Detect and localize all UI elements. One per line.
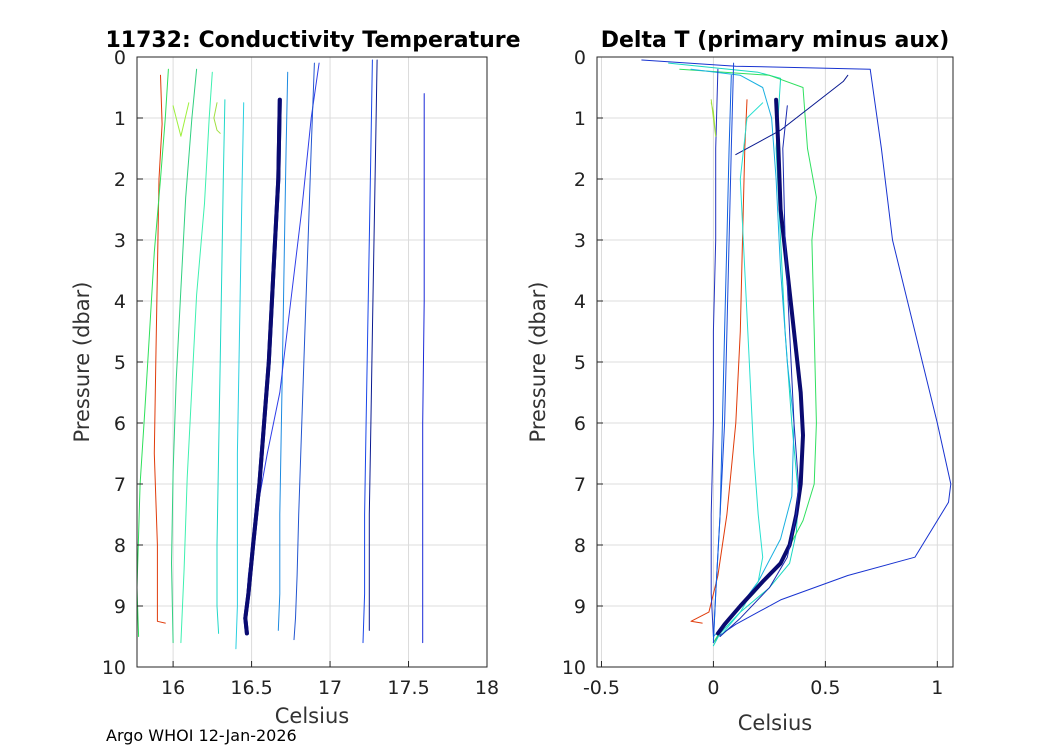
left-y-tick-label: 7 bbox=[114, 474, 126, 496]
right-y-tick-label: 6 bbox=[574, 413, 586, 435]
left-x-axis-label: Celsius bbox=[275, 704, 349, 728]
delta-t-panel: Delta T (primary minus aux) -0.5 0 0.5 1012… bbox=[526, 28, 954, 735]
right-y-tick-label: 8 bbox=[574, 535, 586, 557]
left-series-profile-7 bbox=[216, 99, 226, 634]
left-series-profile-8 bbox=[235, 102, 245, 650]
right-profiles bbox=[641, 59, 952, 647]
right-chart-title: Delta T (primary minus aux) bbox=[601, 28, 950, 53]
left-profiles bbox=[136, 59, 425, 650]
right-series-delta-6 bbox=[712, 62, 735, 644]
footer-credit: Argo WHOI 12-Jan-2026 bbox=[106, 726, 297, 745]
right-y-tick-label: 7 bbox=[574, 474, 586, 496]
left-y-axis-label: Pressure (dbar) bbox=[70, 282, 94, 443]
left-series-profile-13 bbox=[243, 97, 282, 636]
left-series-profile-2 bbox=[136, 68, 169, 637]
right-x-tick-label: 0.5 bbox=[810, 677, 840, 699]
right-x-tick-label: 1 bbox=[931, 677, 943, 699]
right-grid bbox=[597, 56, 953, 668]
right-x-tick-label: -0.5 bbox=[583, 677, 620, 699]
right-y-tick-label: 4 bbox=[574, 291, 586, 313]
right-y-tick-label: 9 bbox=[574, 596, 586, 618]
left-y-tick-label: 9 bbox=[114, 596, 126, 618]
left-x-tick-label: 17 bbox=[318, 677, 342, 699]
left-series-profile-3 bbox=[172, 102, 190, 137]
right-series-delta-12 bbox=[715, 97, 805, 636]
left-series-profile-14 bbox=[362, 59, 373, 644]
left-series-profile-6 bbox=[213, 102, 221, 134]
right-x-axis-label: Celsius bbox=[738, 711, 812, 735]
right-series-delta-1 bbox=[641, 59, 952, 644]
left-y-tick-label: 8 bbox=[114, 535, 126, 557]
left-series-profile-9 bbox=[277, 71, 289, 631]
left-x-tick-label: 16.5 bbox=[230, 677, 272, 699]
right-series-delta-11 bbox=[719, 102, 764, 637]
left-y-tick-label: 5 bbox=[114, 352, 126, 374]
right-x-tick-label: 0 bbox=[707, 677, 719, 699]
right-y-tick-label: 5 bbox=[574, 352, 586, 374]
left-series-profile-5 bbox=[180, 71, 213, 644]
left-x-tick-label: 16 bbox=[161, 677, 185, 699]
left-y-tick-label: 0 bbox=[114, 47, 126, 69]
left-y-tick-label: 3 bbox=[114, 230, 126, 252]
left-series-profile-4 bbox=[171, 68, 198, 644]
left-series-profile-11 bbox=[293, 62, 315, 641]
left-chart-title: 11732: Conductivity Temperature bbox=[105, 28, 520, 53]
left-y-tick-label: 6 bbox=[114, 413, 126, 435]
right-y-tick-label: 2 bbox=[574, 169, 586, 191]
left-y-tick-label: 10 bbox=[102, 657, 126, 679]
right-series-delta-9 bbox=[710, 99, 717, 137]
left-series-profile-10 bbox=[244, 62, 320, 634]
right-y-tick-label: 10 bbox=[562, 657, 586, 679]
conductivity-temperature-panel: 11732: Conductivity Temperature 16 16.5 17… bbox=[70, 28, 521, 728]
right-series-delta-13 bbox=[719, 105, 799, 637]
left-series-profile-16 bbox=[422, 93, 425, 644]
right-series-delta-5 bbox=[690, 99, 748, 624]
right-series-delta-8 bbox=[712, 74, 732, 641]
left-y-tick-label: 2 bbox=[114, 169, 126, 191]
left-y-tick-label: 4 bbox=[114, 291, 126, 313]
left-x-tick-label: 17.5 bbox=[387, 677, 429, 699]
left-x-tick-label: 18 bbox=[475, 677, 499, 699]
right-y-tick-label: 3 bbox=[574, 230, 586, 252]
right-series-delta-7 bbox=[710, 68, 719, 637]
left-ticks: 16 16.5 17 17.5 18 0 1 2 3 4 5 6 7 8 9 10 bbox=[102, 47, 499, 699]
right-series-delta-10 bbox=[735, 74, 849, 156]
left-series-profile-1 bbox=[153, 74, 166, 624]
left-series-profile-15 bbox=[368, 59, 378, 631]
right-y-tick-label: 0 bbox=[574, 47, 586, 69]
right-y-axis-label: Pressure (dbar) bbox=[526, 282, 550, 443]
right-series-delta-2 bbox=[668, 62, 799, 647]
left-y-tick-label: 1 bbox=[114, 108, 126, 130]
right-y-tick-label: 1 bbox=[574, 108, 586, 130]
